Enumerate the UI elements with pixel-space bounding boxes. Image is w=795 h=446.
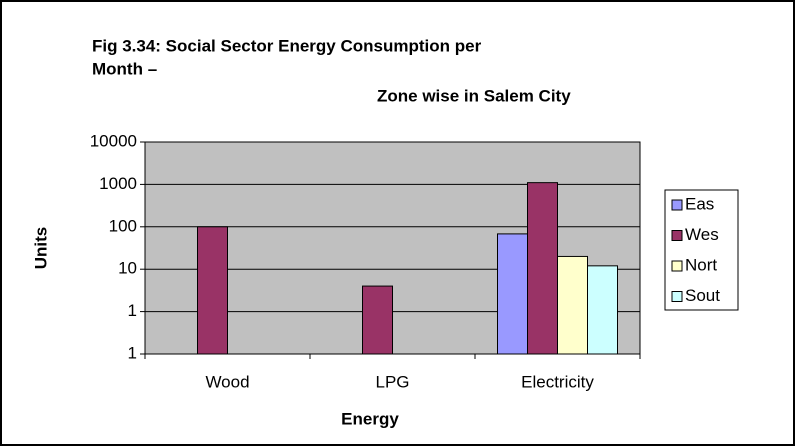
y-tick-label: 10 — [118, 259, 137, 278]
legend-label: Nort — [685, 255, 717, 274]
x-tick-label: Electricity — [521, 372, 594, 391]
legend-swatch — [671, 230, 683, 241]
chart-title-line: Fig 3.34: Social Sector Energy Consumpti… — [92, 36, 482, 55]
bar — [197, 226, 228, 355]
bar — [587, 265, 618, 355]
y-tick-label: 100 — [109, 216, 137, 235]
bar — [527, 182, 558, 355]
y-tick-label: 1 — [128, 301, 137, 320]
legend-swatch — [671, 199, 683, 211]
legend-swatch — [671, 291, 683, 302]
bar — [362, 285, 393, 355]
y-tick-label: 1 — [128, 343, 137, 362]
bar — [557, 255, 588, 355]
legend-label: Sout — [685, 286, 720, 305]
chart-title-line: Month – — [92, 59, 157, 78]
legend-swatch — [671, 260, 683, 272]
x-axis-label: Energy — [341, 409, 399, 428]
chart-subtitle: Zone wise in Salem City — [377, 86, 571, 105]
bar — [497, 233, 528, 355]
y-tick-label: 10000 — [90, 131, 137, 150]
x-tick-label: LPG — [375, 372, 409, 391]
legend-label: Eas — [685, 194, 714, 213]
y-tick-label: 1000 — [99, 174, 137, 193]
x-tick-label: Wood — [205, 372, 249, 391]
legend-label: Wes — [685, 225, 719, 244]
y-axis-label: Units — [31, 227, 50, 270]
